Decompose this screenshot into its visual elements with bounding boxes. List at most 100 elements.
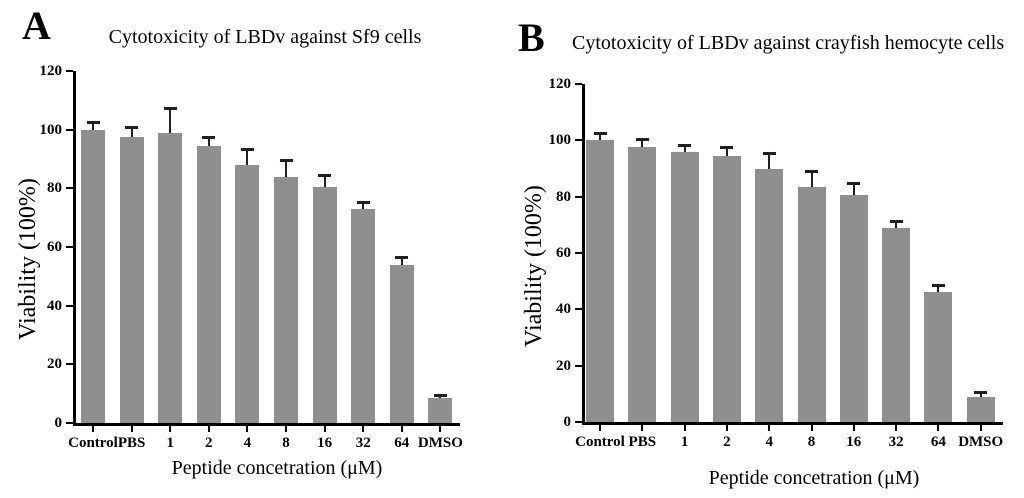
error-bar-cap [593, 132, 607, 136]
error-bar-cap [635, 137, 649, 141]
y-tick-label: 0 [563, 414, 572, 430]
x-axis-tick [895, 425, 898, 431]
y-axis-tick [66, 187, 73, 190]
y-tick-label: 120 [39, 63, 63, 79]
x-category-label: 64 [930, 434, 946, 450]
bar-dmso [428, 398, 453, 423]
y-axis-tick [66, 70, 73, 72]
error-bar-line [207, 137, 210, 146]
x-axis-tick [599, 425, 601, 431]
panel-b-x-axis-label: Peptide concetration (μM) [708, 467, 920, 489]
x-category-label: 8 [282, 435, 290, 451]
error-bar-cap [395, 256, 409, 260]
bar-4 [235, 164, 260, 423]
x-category-label: 32 [888, 434, 904, 450]
x-category-label: PBS [628, 434, 657, 450]
error-bar-line [246, 148, 249, 165]
x-category-label: 1 [680, 434, 689, 450]
error-bar-line [641, 138, 644, 148]
error-bar-cap [762, 152, 776, 156]
panel-b-letter: B [518, 15, 545, 60]
y-tick-label: 100 [39, 121, 63, 138]
y-axis-tick [66, 304, 73, 307]
y-axis-tick [66, 422, 73, 424]
panel-b-plot-area: 0 20 40 60 80 100 120 Control PBS 1 2 4 8 16 32 64 DMSO [549, 76, 1004, 450]
error-bar-line [810, 171, 813, 187]
bar-64 [924, 292, 953, 422]
bar-32 [882, 227, 911, 422]
error-bar-line [683, 144, 686, 152]
error-bar-cap [720, 146, 734, 150]
x-axis-tick [725, 425, 728, 431]
bar-pbs [119, 137, 144, 423]
x-axis-tick [323, 426, 326, 432]
panel-b-title: Cytotoxicity of LBDv against crayfish he… [572, 32, 1005, 54]
panel-a-x-axis-label: Peptide concetration (μM) [171, 457, 383, 479]
x-category-label: 2 [723, 434, 731, 450]
error-bar-cap [805, 170, 818, 174]
error-bar-cap [889, 219, 903, 223]
y-tick-label: 20 [556, 357, 571, 374]
error-bar-line [979, 392, 982, 397]
bar-2 [196, 145, 221, 423]
x-axis-tick [285, 426, 287, 432]
y-axis-tick [66, 128, 73, 131]
y-tick-label: 40 [556, 301, 571, 318]
x-category-label: 1 [166, 435, 174, 451]
error-bar-cap [202, 136, 216, 139]
error-bar-cap [240, 147, 254, 151]
error-bar-line [895, 220, 898, 228]
panel-a-plot-area: 0 20 40 60 80 100 120 Control PBS 1 2 4 8 16 32 64 DMSO [40, 63, 463, 451]
error-bar-cap [125, 125, 139, 129]
error-bar-line [852, 182, 855, 196]
bar-control [586, 140, 614, 422]
x-category-label: 64 [394, 435, 410, 451]
bar-2 [712, 155, 741, 422]
bar-1 [158, 132, 183, 423]
x-axis-tick [130, 426, 133, 432]
error-bar-cap [433, 394, 447, 398]
x-category-label: PBS [117, 435, 146, 451]
y-tick-label: 80 [47, 180, 62, 197]
panel-b-y-axis-label: Viability (100%) [521, 185, 547, 347]
bar-control [81, 129, 105, 423]
bar-16 [839, 195, 868, 422]
y-axis-tick [66, 363, 73, 366]
x-axis-tick [641, 425, 644, 431]
x-axis-tick [207, 426, 210, 432]
x-axis-tick [169, 426, 172, 432]
y-tick-label: 80 [556, 188, 571, 205]
error-bar-line [400, 257, 403, 265]
error-bar-cap [279, 159, 293, 163]
bar-16 [312, 186, 337, 423]
y-tick-label: 60 [556, 245, 571, 261]
y-tick-label: 20 [47, 356, 62, 373]
y-axis-tick [575, 252, 582, 254]
y-tick-label: 0 [54, 415, 63, 431]
bar-8 [274, 176, 298, 423]
x-category-label: DMSO [417, 435, 463, 451]
error-bar-line [362, 201, 365, 209]
x-axis-tick [92, 426, 94, 432]
y-tick-label: 120 [548, 76, 572, 92]
bar-32 [351, 208, 376, 423]
error-bar-cap [678, 143, 692, 147]
y-axis-tick [575, 364, 582, 367]
x-category-label: Control [575, 434, 625, 450]
bar-pbs [628, 147, 657, 422]
x-axis-tick [439, 426, 442, 432]
error-bar-line [599, 133, 601, 141]
error-bar-line [285, 160, 287, 177]
bar-4 [755, 168, 784, 422]
x-category-label: 8 [807, 434, 816, 450]
error-bar-cap [847, 181, 861, 185]
bar-1 [670, 151, 699, 422]
error-bar-line [323, 175, 326, 187]
bar-64 [389, 264, 414, 423]
x-axis-tick [979, 425, 982, 431]
error-bar-cap [318, 174, 332, 178]
panel-a-title: Cytotoxicity of LBDv against Sf9 cells [108, 26, 422, 48]
error-bar-line [130, 126, 133, 137]
x-axis-tick [246, 426, 249, 432]
